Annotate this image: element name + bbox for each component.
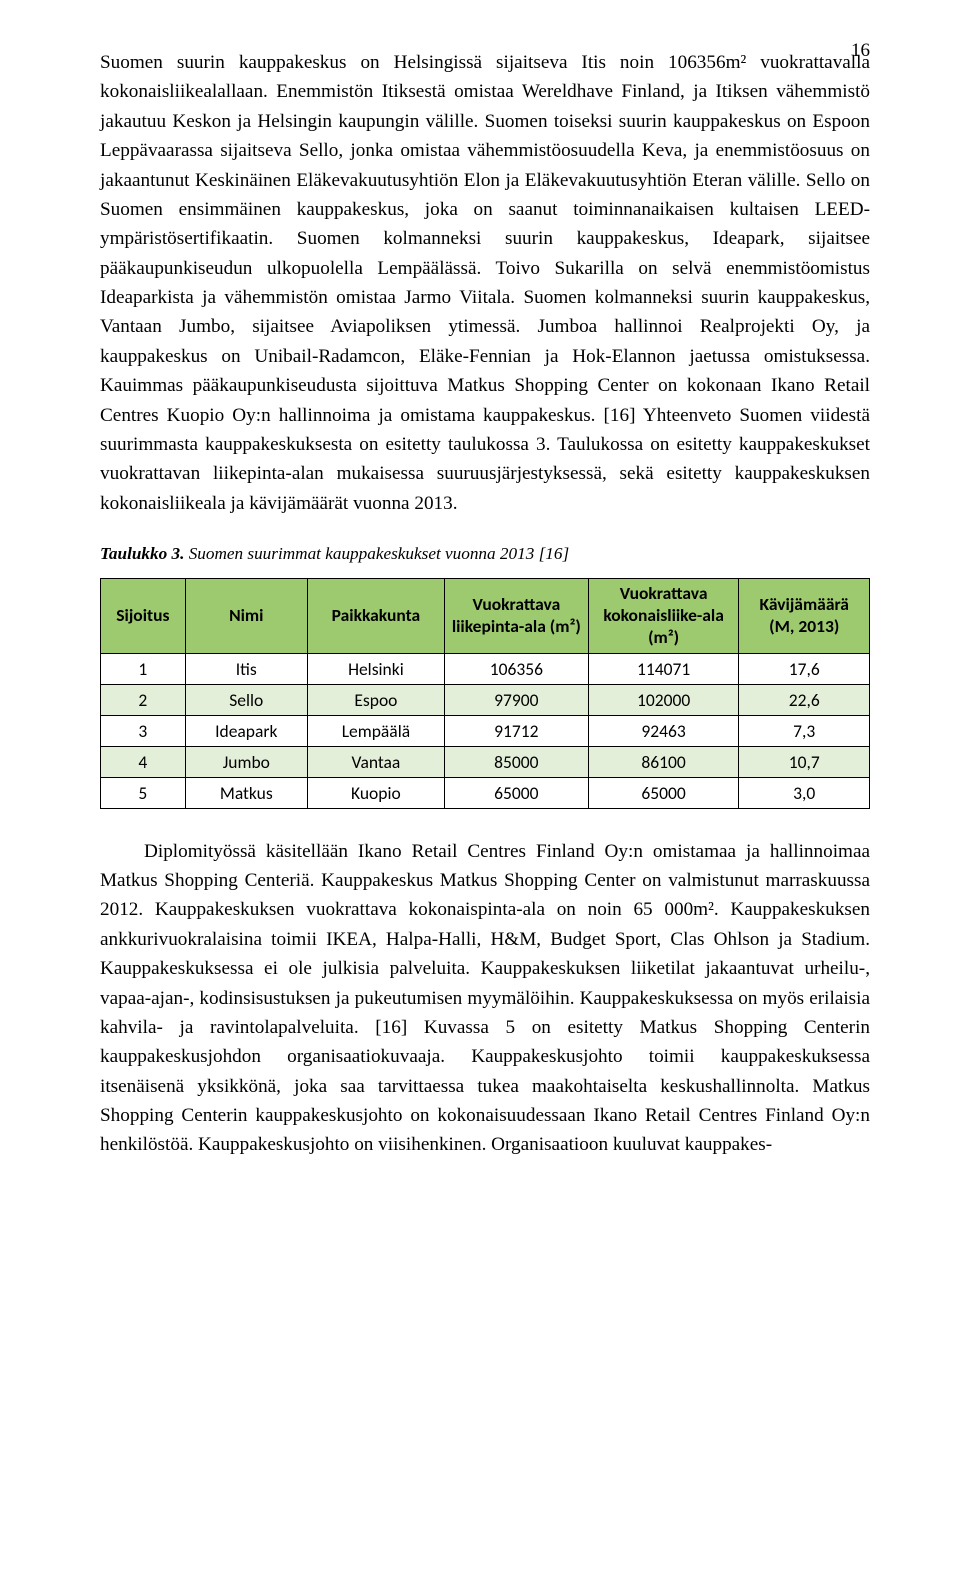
table-body: 1ItisHelsinki10635611407117,62SelloEspoo… <box>101 653 870 808</box>
table-cell: 114071 <box>588 653 739 684</box>
table-cell: Lempäälä <box>307 715 444 746</box>
table-cell: 91712 <box>444 715 588 746</box>
table-cell: 85000 <box>444 746 588 777</box>
table-row: 5MatkusKuopio65000650003,0 <box>101 777 870 808</box>
table-cell: 65000 <box>444 777 588 808</box>
table-header-cell: Nimi <box>185 579 307 654</box>
table-cell: 1 <box>101 653 186 684</box>
table-cell: Espoo <box>307 684 444 715</box>
table-header: SijoitusNimiPaikkakuntaVuokrattava liike… <box>101 579 870 654</box>
table-cell: Vantaa <box>307 746 444 777</box>
table-cell: 3 <box>101 715 186 746</box>
table-row: 1ItisHelsinki10635611407117,6 <box>101 653 870 684</box>
table-caption: Taulukko 3. Suomen suurimmat kauppakesku… <box>100 544 870 564</box>
table-header-cell: Sijoitus <box>101 579 186 654</box>
table-row: 3IdeaparkLempäälä91712924637,3 <box>101 715 870 746</box>
table-cell: 97900 <box>444 684 588 715</box>
table-cell: Jumbo <box>185 746 307 777</box>
table-header-cell: Paikkakunta <box>307 579 444 654</box>
table-cell: 106356 <box>444 653 588 684</box>
table-cell: 17,6 <box>739 653 870 684</box>
table-cell: Sello <box>185 684 307 715</box>
table-cell: 22,6 <box>739 684 870 715</box>
table-row: 2SelloEspoo9790010200022,6 <box>101 684 870 715</box>
table-header-cell: Vuokrattava liikepinta-ala (m²) <box>444 579 588 654</box>
table-cell: 102000 <box>588 684 739 715</box>
table-header-row: SijoitusNimiPaikkakuntaVuokrattava liike… <box>101 579 870 654</box>
table-cell: 5 <box>101 777 186 808</box>
paragraph-1: Suomen suurin kauppakeskus on Helsingiss… <box>100 48 870 518</box>
table-header-cell: Vuokrattava kokonaisliike-ala (m²) <box>588 579 739 654</box>
table-cell: 92463 <box>588 715 739 746</box>
table-row: 4JumboVantaa850008610010,7 <box>101 746 870 777</box>
table-caption-label: Taulukko 3. <box>100 544 184 563</box>
table-cell: 65000 <box>588 777 739 808</box>
table-caption-text: Suomen suurimmat kauppakeskukset vuonna … <box>184 544 569 563</box>
table-cell: Itis <box>185 653 307 684</box>
table-cell: Matkus <box>185 777 307 808</box>
shopping-centers-table: SijoitusNimiPaikkakuntaVuokrattava liike… <box>100 578 870 809</box>
table-cell: 10,7 <box>739 746 870 777</box>
table-cell: 3,0 <box>739 777 870 808</box>
document-page: 16 Suomen suurin kauppakeskus on Helsing… <box>0 0 960 1579</box>
table-header-cell: Kävijämäärä (M, 2013) <box>739 579 870 654</box>
table-cell: 2 <box>101 684 186 715</box>
table-cell: 86100 <box>588 746 739 777</box>
table-cell: Helsinki <box>307 653 444 684</box>
page-number: 16 <box>851 40 870 62</box>
table-cell: 7,3 <box>739 715 870 746</box>
table-cell: 4 <box>101 746 186 777</box>
paragraph-2: Diplomityössä käsitellään Ikano Retail C… <box>100 837 870 1160</box>
table-cell: Kuopio <box>307 777 444 808</box>
table-cell: Ideapark <box>185 715 307 746</box>
